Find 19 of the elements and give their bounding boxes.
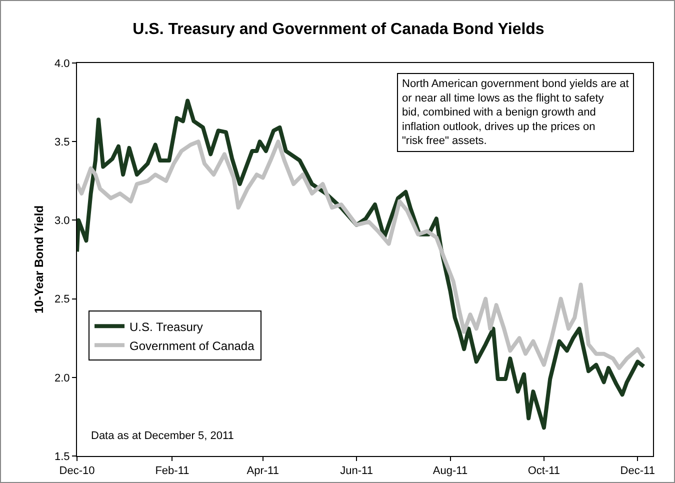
- x-tick-label: Dec-11: [620, 465, 655, 478]
- y-tick-label: 2.0: [54, 372, 70, 384]
- legend-label: U.S. Treasury: [130, 320, 203, 334]
- annotation: Data as at December 5, 2011: [91, 430, 234, 442]
- legend-label: Government of Canada: [130, 338, 255, 353]
- y-tick-label: 1.5: [54, 450, 70, 463]
- x-tick-label: Oct-11: [528, 465, 560, 478]
- x-tick-label: Apr-11: [246, 465, 279, 478]
- y-tick-label: 3.5: [54, 136, 70, 148]
- x-tick-label: Jun-11: [340, 465, 373, 478]
- y-tick-label: 3.0: [54, 215, 70, 228]
- x-tick-label: Aug-11: [432, 465, 468, 478]
- y-tick-label: 4.0: [54, 58, 70, 70]
- y-axis-title: 10-Year Bond Yield: [32, 205, 46, 314]
- x-tick-label: Feb-11: [155, 465, 190, 478]
- x-tick-label: Dec-10: [59, 465, 95, 478]
- annotation: North American government bond yields are at or near all time lows as the flight to safety bid, combined with a benign growth and inflation outlook, drives up the prices on "risk free" assets.: [402, 78, 629, 148]
- chart-title: U.S. Treasury and Government of Canada Bond Yields: [132, 20, 544, 38]
- y-tick-label: 2.5: [54, 294, 70, 306]
